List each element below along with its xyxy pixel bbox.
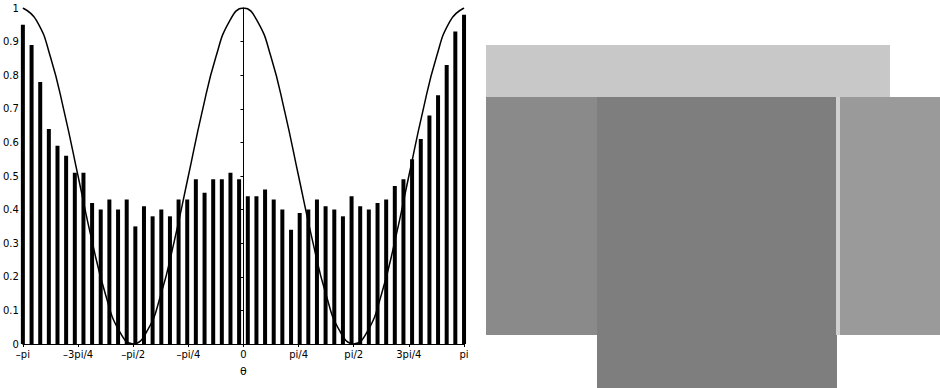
svg-text:pi: pi	[459, 349, 468, 360]
svg-text:3pi/4: 3pi/4	[396, 349, 421, 360]
svg-text:0.8: 0.8	[3, 70, 19, 81]
svg-text:θ: θ	[240, 365, 247, 378]
svg-text:0.1: 0.1	[3, 305, 19, 316]
svg-text:0.3: 0.3	[3, 238, 19, 249]
svg-text:–3pi/4: –3pi/4	[63, 349, 93, 360]
svg-text:pi/4: pi/4	[289, 349, 308, 360]
svg-text:–pi: –pi	[16, 349, 30, 360]
svg-text:0.7: 0.7	[3, 103, 19, 114]
svg-text:0.9: 0.9	[3, 36, 19, 47]
svg-text:0.4: 0.4	[3, 204, 19, 215]
svg-text:–pi/4: –pi/4	[176, 349, 200, 360]
svg-text:1: 1	[13, 3, 19, 14]
svg-text:pi/2: pi/2	[344, 349, 363, 360]
svg-text:0.6: 0.6	[3, 137, 19, 148]
svg-text:0: 0	[240, 349, 246, 360]
svg-text:0.5: 0.5	[3, 171, 19, 182]
svg-text:0.2: 0.2	[3, 271, 19, 282]
svg-text:–pi/2: –pi/2	[121, 349, 145, 360]
svg-text:0: 0	[12, 338, 19, 350]
